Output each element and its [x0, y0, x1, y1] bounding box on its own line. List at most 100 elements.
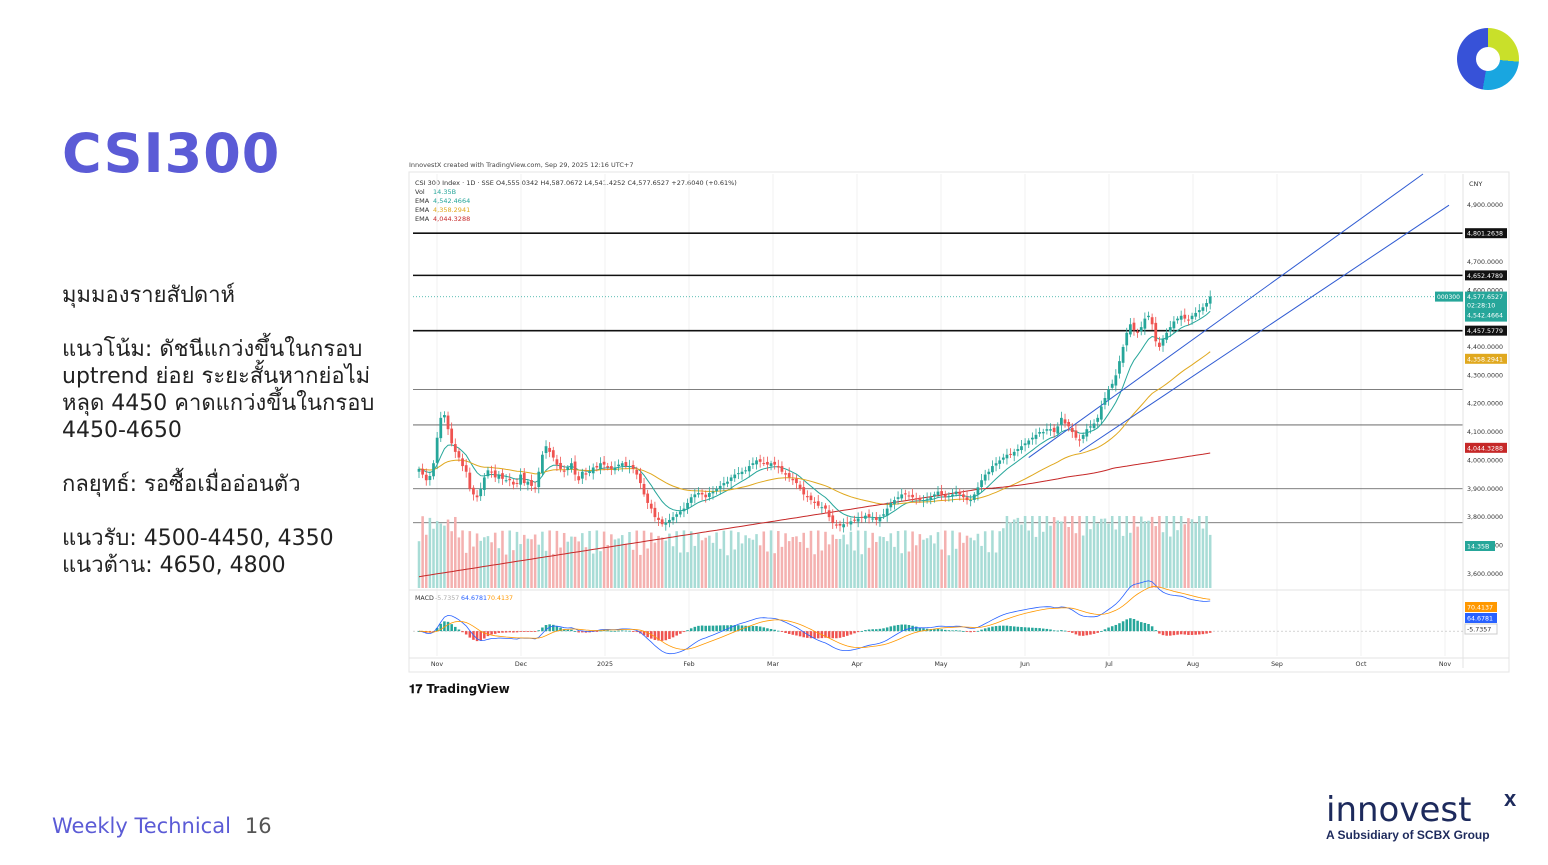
volume-bar: [943, 530, 947, 588]
volume-bar: [635, 530, 639, 588]
candle-body: [1012, 451, 1016, 456]
macd-histogram-bar: [479, 631, 482, 641]
volume-bar: [584, 547, 588, 588]
macd-histogram-bar: [777, 630, 780, 632]
macd-histogram-bar: [965, 631, 969, 632]
candle-body: [613, 467, 617, 471]
candle-body: [689, 497, 693, 503]
macd-histogram-bar: [762, 627, 766, 632]
volume-bar: [461, 530, 464, 588]
candle-body: [668, 519, 671, 523]
volume-bar: [1020, 524, 1023, 588]
macd-histogram-bar: [1201, 631, 1205, 635]
volume-bar: [526, 538, 530, 588]
volume-bar: [755, 534, 758, 588]
brand-name: innovest: [1326, 790, 1472, 830]
macd-histogram-bar: [711, 625, 715, 632]
macd-histogram-bar: [1100, 631, 1103, 632]
candle-body: [1045, 429, 1049, 431]
candle-body: [493, 470, 497, 478]
volume-bar: [468, 531, 472, 588]
volume-bar: [1139, 516, 1143, 588]
macd-histogram-bar: [570, 629, 573, 632]
macd-histogram-bar: [1139, 622, 1143, 632]
volume-bar: [1034, 536, 1038, 588]
channel-lower: [1079, 204, 1450, 453]
volume-bar: [1005, 516, 1009, 588]
macd-histogram-bar: [610, 630, 613, 632]
footer-title: Weekly Technical: [52, 814, 231, 838]
volume-bar: [570, 536, 573, 588]
macd-histogram-bar: [450, 624, 453, 632]
macd-histogram-bar: [501, 631, 504, 633]
candle-body: [831, 515, 835, 523]
macd-histogram-bar: [904, 624, 907, 632]
candle-body: [1125, 332, 1129, 346]
candle-body: [1001, 457, 1005, 460]
candle-body: [762, 463, 766, 465]
y-tick-label: 4,300.0000: [1467, 372, 1503, 379]
macd-histogram-bar: [1071, 631, 1074, 633]
macd-histogram-bar: [1118, 623, 1121, 632]
candle-body: [700, 492, 704, 495]
volume-bar: [900, 553, 903, 588]
candle-body: [642, 483, 646, 495]
level-badge: [1465, 325, 1507, 336]
macd-label: MACD: [415, 595, 434, 602]
macd-histogram-bar: [1067, 631, 1070, 632]
macd-histogram-bar: [562, 629, 566, 632]
candle-body: [834, 524, 838, 526]
volume-bar: [475, 533, 479, 588]
volume-bar: [493, 532, 497, 588]
price-badges: 4,801.2638 4,652.4789 4,457.5779 000300 4,57…: [1435, 228, 1507, 551]
volume-bar: [566, 541, 570, 588]
candle-body: [660, 519, 664, 525]
volume-bar: [486, 536, 490, 588]
candle-body: [511, 481, 515, 485]
candle-body: [1070, 427, 1074, 433]
candle-body: [562, 470, 566, 472]
volume-bar: [708, 535, 711, 588]
volume-bar: [454, 516, 457, 588]
ema-badge: [1465, 353, 1507, 364]
macd-histogram-bar: [679, 631, 682, 634]
macd-histogram-bar: [751, 625, 755, 632]
macd-histogram-bar: [624, 630, 628, 632]
candle-body: [639, 473, 642, 484]
macd-histogram-bar: [973, 631, 976, 632]
volume-bar: [581, 533, 584, 588]
volume-bar: [748, 538, 751, 588]
volume-bar: [809, 530, 813, 588]
macd-histogram-bar: [893, 625, 896, 632]
macd-histogram-bar: [994, 626, 998, 632]
macd-histogram-bar: [813, 631, 816, 639]
macd-histogram-bar: [987, 627, 991, 632]
macd-histogram-bar: [1150, 626, 1154, 632]
candle-body: [537, 471, 541, 488]
macd-histogram-bar: [875, 629, 878, 632]
candle-body: [686, 502, 689, 509]
volume-bar: [1172, 516, 1176, 588]
volume-bar: [1176, 530, 1179, 588]
candle-body: [1020, 446, 1023, 451]
volume-bar: [519, 544, 522, 588]
volume-bar: [479, 540, 482, 588]
volume-bar: [700, 540, 704, 588]
volume-bar: [1150, 516, 1154, 588]
volume-bar: [1158, 516, 1161, 588]
candle-body: [882, 514, 885, 516]
volume-bar: [1103, 518, 1107, 588]
candle-body: [417, 468, 421, 472]
volume-bar: [737, 532, 740, 588]
resistance-text: แนวต้าน: 4650, 4800: [62, 553, 286, 578]
candle-body: [787, 473, 791, 478]
macd-histogram-bar: [417, 631, 421, 632]
macd-histogram-bar: [566, 629, 570, 632]
macd-histogram-bar: [446, 621, 450, 632]
volume-bar: [969, 537, 972, 588]
candle-body: [936, 491, 940, 495]
volume-bar: [918, 534, 922, 588]
macd-histogram-bar: [1136, 620, 1139, 632]
candle-body: [1179, 315, 1183, 320]
volume-bar: [853, 550, 856, 588]
